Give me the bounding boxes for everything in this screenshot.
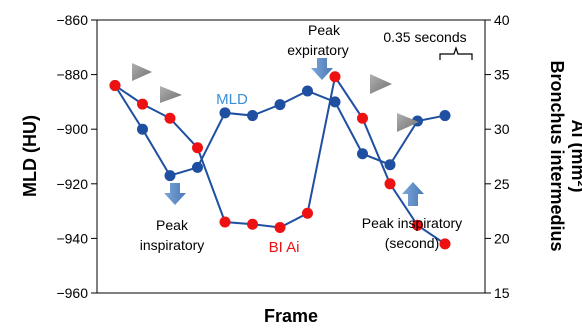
point-mld — [384, 159, 396, 171]
y-left-tick-label: −900 — [56, 121, 88, 137]
point-bi-ai — [357, 112, 368, 124]
triangle-marker-2 — [160, 86, 182, 103]
y-axis-right-title-line1: Bronchus intermedius — [547, 60, 567, 251]
left-axis: −960 −940 −920 −900 −880 −860 — [56, 12, 97, 301]
annotation-peak-expiratory-line2: expiratory — [287, 42, 348, 58]
annotation-peak-inspiratory-second-line2: (second) — [385, 235, 439, 251]
peak-inspiratory-second-arrow-icon — [402, 182, 424, 206]
point-bi-ai — [247, 218, 258, 230]
y-axis-left-title: MLD (HU) — [20, 115, 40, 197]
series-label-bi-ai: BI Ai — [269, 239, 300, 256]
y-left-tick-label: −940 — [56, 230, 88, 246]
point-mld — [302, 85, 313, 97]
annotation-peak-inspiratory-second-line1: Peak inspiratory — [362, 215, 462, 231]
time-scale-bracket — [439, 46, 473, 60]
y-right-tick-label: 35 — [494, 67, 510, 83]
triangle-marker-4 — [397, 113, 419, 132]
y-left-tick-label: −880 — [56, 67, 88, 83]
y-axis-right-title-line2: Ai (mm²) — [568, 120, 582, 193]
point-bi-ai — [329, 71, 341, 83]
plot-frame — [96, 19, 486, 294]
point-bi-ai — [219, 216, 231, 228]
point-mld — [164, 170, 176, 182]
annotation-peak-expiratory-line1: Peak — [308, 22, 341, 38]
y-right-tick-label: 20 — [494, 230, 510, 246]
point-bi-ai — [274, 221, 286, 233]
point-mld — [439, 110, 451, 122]
peak-expiratory-arrow-icon — [311, 58, 333, 80]
y-left-tick-label: −920 — [56, 176, 88, 192]
point-bi-ai — [164, 112, 176, 124]
point-mld — [247, 110, 258, 122]
point-mld — [329, 96, 341, 108]
annotation-time-scale: 0.35 seconds — [383, 29, 466, 45]
y-left-tick-label: −960 — [56, 285, 88, 301]
x-axis-title: Frame — [264, 306, 318, 326]
triangle-marker-3 — [370, 74, 392, 94]
point-bi-ai — [302, 207, 313, 219]
y-right-tick-label: 40 — [494, 12, 510, 28]
right-axis: 15 20 25 30 35 40 — [485, 12, 510, 301]
point-mld — [192, 161, 203, 173]
y-right-tick-label: 15 — [494, 285, 510, 301]
point-mld — [274, 99, 286, 111]
point-bi-ai — [439, 238, 451, 250]
series-label-mld: MLD — [216, 91, 248, 108]
peak-inspiratory-arrow-icon — [164, 183, 186, 205]
point-bi-ai — [412, 219, 423, 231]
point-bi-ai — [109, 80, 121, 92]
annotation-peak-inspiratory-line2: inspiratory — [140, 237, 205, 253]
y-left-tick-label: −860 — [56, 12, 88, 28]
point-bi-ai — [137, 98, 148, 110]
point-mld — [219, 107, 231, 119]
point-bi-ai — [192, 142, 203, 154]
y-right-tick-label: 30 — [494, 121, 510, 137]
point-mld — [357, 148, 368, 160]
triangle-marker-1 — [132, 63, 152, 81]
series-layer — [109, 71, 451, 250]
y-right-tick-label: 25 — [494, 176, 510, 192]
point-mld — [137, 123, 148, 135]
point-bi-ai — [384, 178, 396, 190]
annotation-peak-inspiratory-line1: Peak — [156, 217, 189, 233]
